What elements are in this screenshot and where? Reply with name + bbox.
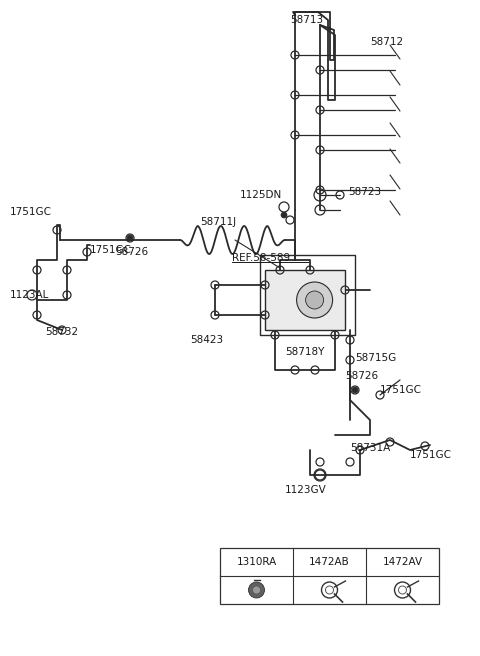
Circle shape: [249, 582, 264, 598]
Text: 58712: 58712: [370, 37, 403, 47]
Text: REF.58-589: REF.58-589: [232, 253, 290, 263]
Text: 1751GC: 1751GC: [380, 385, 422, 395]
Text: 58715G: 58715G: [355, 353, 396, 363]
Text: 58723: 58723: [348, 187, 381, 197]
Text: 1123GV: 1123GV: [285, 485, 327, 495]
Text: 1125DN: 1125DN: [240, 190, 282, 200]
Circle shape: [306, 291, 324, 309]
Circle shape: [252, 586, 261, 594]
Circle shape: [127, 235, 133, 241]
Text: 58718Y: 58718Y: [285, 347, 324, 357]
Circle shape: [281, 212, 287, 218]
Text: 1751GC: 1751GC: [90, 245, 132, 255]
Text: 58711J: 58711J: [200, 217, 236, 227]
Text: 1310RA: 1310RA: [236, 557, 276, 567]
Text: 58423: 58423: [190, 335, 223, 345]
Text: 58726: 58726: [345, 371, 378, 381]
Circle shape: [352, 387, 358, 393]
Text: 1472AV: 1472AV: [383, 557, 422, 567]
Circle shape: [297, 282, 333, 318]
Text: 58726: 58726: [115, 247, 148, 257]
Text: 1472AB: 1472AB: [309, 557, 350, 567]
Text: 1751GC: 1751GC: [410, 450, 452, 460]
Text: 58731A: 58731A: [350, 443, 390, 453]
Text: 1751GC: 1751GC: [10, 207, 52, 217]
Bar: [220, 548, 439, 604]
Text: 1123AL: 1123AL: [10, 290, 49, 300]
Text: 58713: 58713: [290, 15, 323, 25]
Text: 58732: 58732: [45, 327, 78, 337]
Bar: [265, 270, 345, 330]
